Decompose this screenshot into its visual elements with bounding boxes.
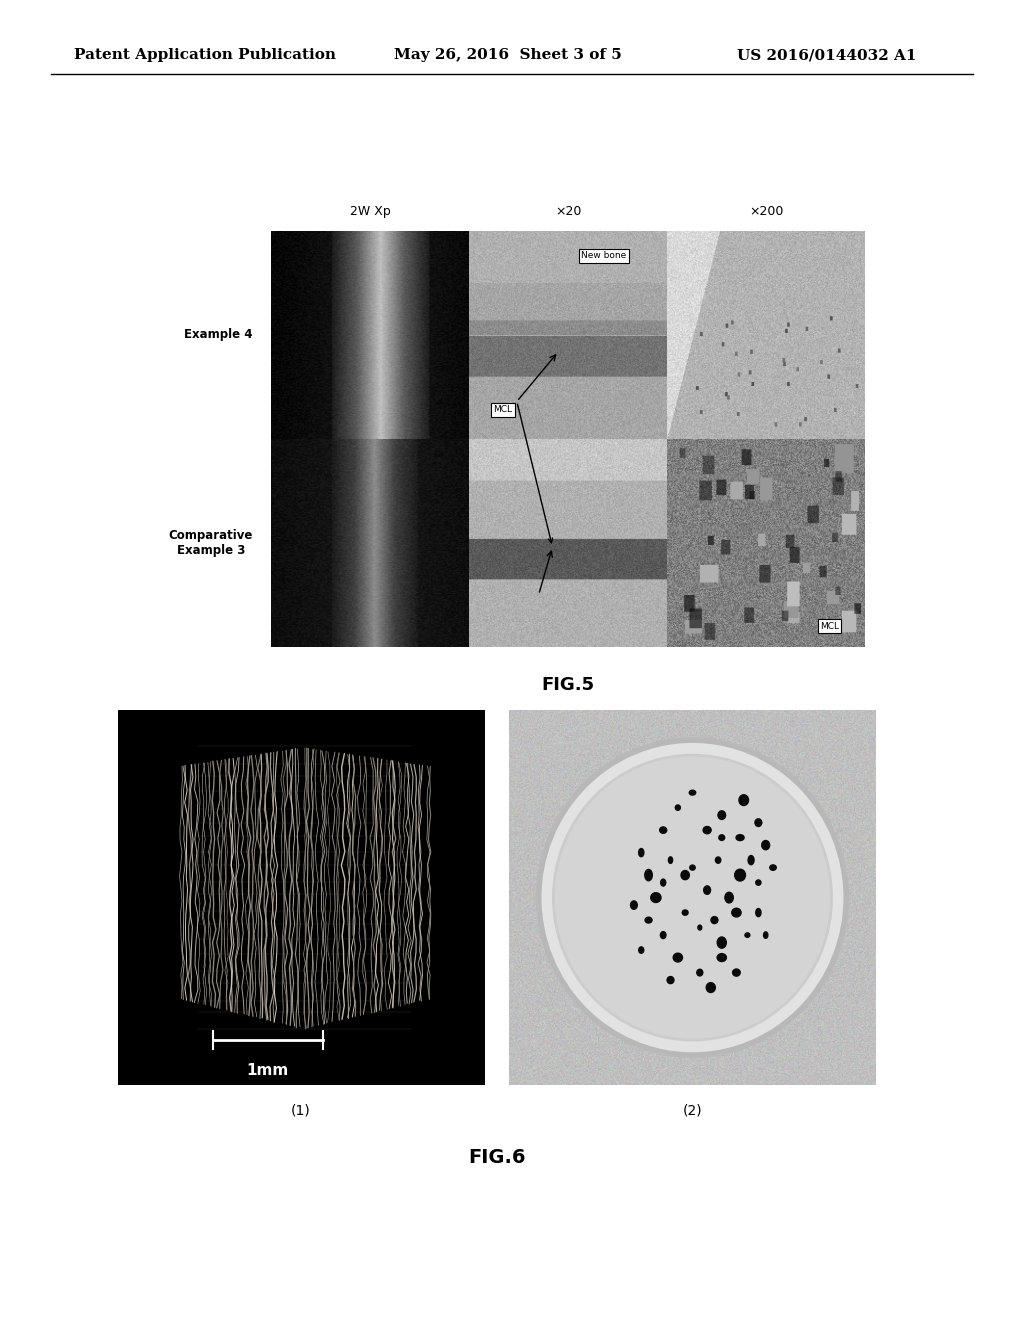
Ellipse shape [736, 834, 744, 841]
Text: FIG.6: FIG.6 [468, 1148, 525, 1167]
Text: US 2016/0144032 A1: US 2016/0144032 A1 [737, 49, 916, 62]
Text: FIG.5: FIG.5 [542, 676, 595, 694]
Ellipse shape [749, 855, 754, 865]
Ellipse shape [717, 953, 726, 961]
Ellipse shape [734, 869, 745, 880]
Ellipse shape [645, 870, 652, 880]
Ellipse shape [739, 795, 749, 805]
Circle shape [553, 755, 831, 1040]
Text: May 26, 2016  Sheet 3 of 5: May 26, 2016 Sheet 3 of 5 [394, 49, 622, 62]
Ellipse shape [719, 834, 725, 841]
Ellipse shape [744, 933, 750, 937]
Text: MCL: MCL [820, 622, 839, 631]
Ellipse shape [696, 969, 702, 975]
Ellipse shape [703, 826, 711, 834]
Ellipse shape [675, 805, 680, 810]
Ellipse shape [707, 982, 716, 993]
Ellipse shape [711, 916, 718, 924]
Ellipse shape [756, 908, 761, 916]
Text: New bone: New bone [582, 251, 627, 260]
Ellipse shape [718, 810, 726, 820]
Text: Example 4: Example 4 [184, 329, 253, 342]
Ellipse shape [681, 870, 689, 879]
Ellipse shape [732, 908, 741, 917]
Ellipse shape [639, 946, 644, 953]
Ellipse shape [756, 880, 761, 886]
Text: Patent Application Publication: Patent Application Publication [74, 49, 336, 62]
Ellipse shape [669, 857, 673, 863]
Text: ×200: ×200 [750, 205, 783, 218]
Ellipse shape [673, 953, 682, 962]
Ellipse shape [645, 917, 652, 923]
Text: 2W Xp: 2W Xp [350, 205, 391, 218]
Text: 1mm: 1mm [247, 1063, 289, 1077]
Ellipse shape [764, 932, 768, 939]
Text: ×20: ×20 [555, 205, 582, 218]
Ellipse shape [690, 865, 695, 870]
Ellipse shape [725, 892, 733, 903]
Ellipse shape [732, 969, 740, 977]
Ellipse shape [660, 879, 666, 886]
Ellipse shape [770, 865, 776, 870]
Ellipse shape [667, 977, 674, 983]
Ellipse shape [703, 886, 711, 895]
Text: (2): (2) [683, 1104, 702, 1118]
Ellipse shape [660, 932, 666, 939]
Text: MCL: MCL [494, 405, 512, 414]
Text: (1): (1) [291, 1104, 310, 1118]
Ellipse shape [639, 849, 644, 857]
Ellipse shape [682, 909, 688, 915]
Ellipse shape [659, 826, 667, 833]
Ellipse shape [755, 818, 762, 826]
Ellipse shape [631, 902, 637, 909]
Ellipse shape [716, 857, 721, 863]
Ellipse shape [762, 841, 770, 850]
Ellipse shape [717, 937, 726, 948]
Circle shape [539, 741, 846, 1055]
Ellipse shape [650, 892, 662, 903]
Text: Comparative
Example 3: Comparative Example 3 [169, 529, 253, 557]
Ellipse shape [689, 791, 695, 795]
Ellipse shape [698, 925, 701, 931]
